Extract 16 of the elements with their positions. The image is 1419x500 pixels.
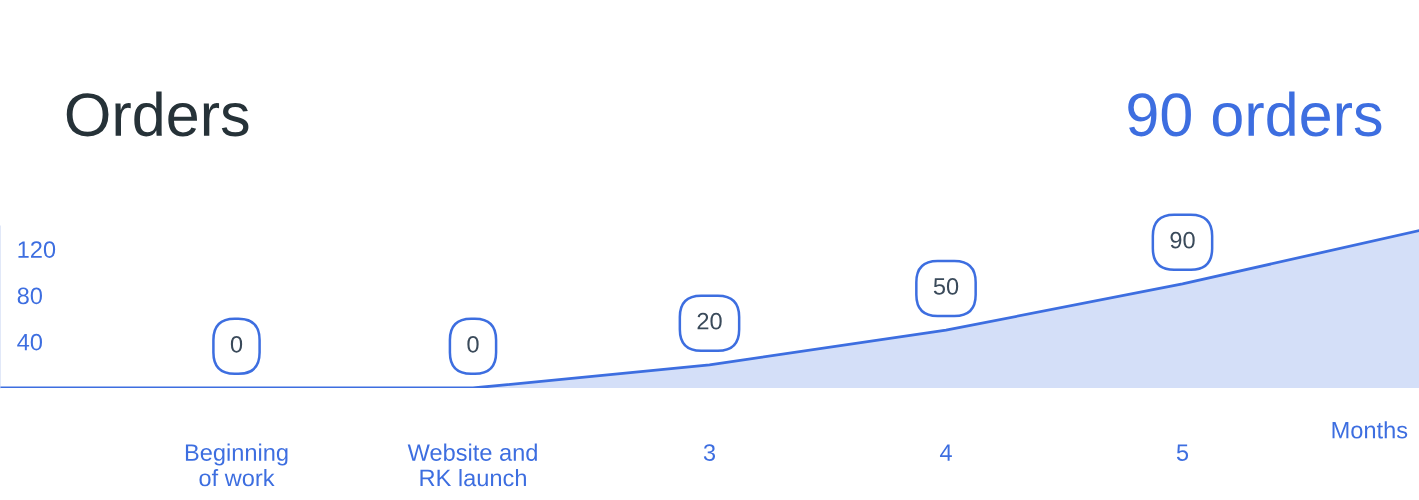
x-tick-label: 4: [939, 444, 952, 461]
y-tick-label: 80: [17, 287, 43, 305]
y-tick-label: 120: [18, 241, 56, 258]
x-tick-label: 3: [703, 444, 716, 461]
y-tick-label: 40: [17, 333, 43, 351]
text: 0: [467, 335, 479, 353]
x-tick-label: Beginning of work: [185, 443, 288, 487]
text: 90: [1170, 231, 1195, 249]
x-axis-title: Months: [1332, 421, 1408, 439]
chart-title: Orders: [66, 91, 249, 137]
text: 0: [230, 335, 243, 353]
text: 20: [697, 312, 722, 330]
text: 50: [933, 278, 959, 295]
x-tick-label: Website and RK launch: [407, 443, 537, 487]
text: 90 orders: [1128, 91, 1382, 137]
x-tick-label: 5: [1176, 444, 1189, 461]
